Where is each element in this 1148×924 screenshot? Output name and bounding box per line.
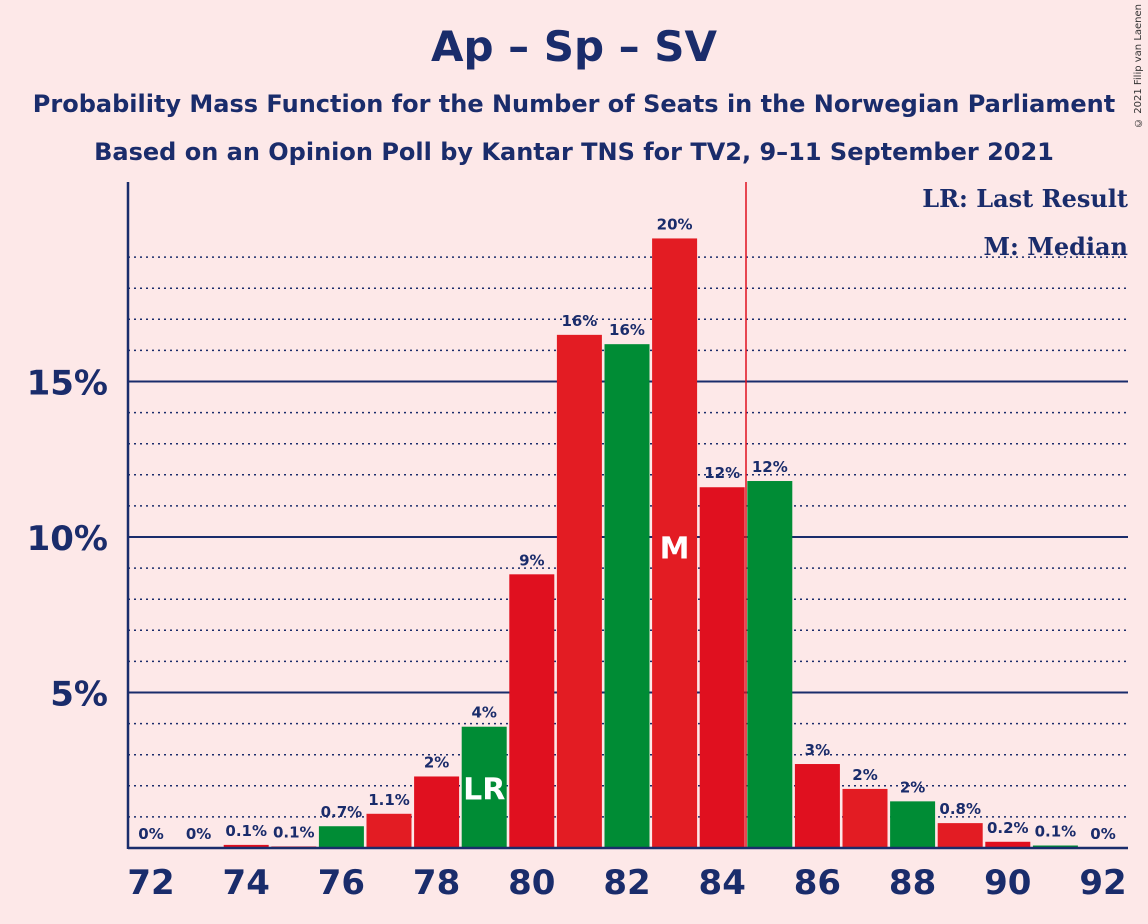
y-tick-label: 15%	[27, 364, 108, 404]
x-tick-label: 88	[889, 863, 936, 903]
legend-last-result: LR: Last Result	[922, 184, 1128, 213]
bar-seat-84	[699, 487, 745, 848]
x-tick-label: 86	[794, 863, 841, 903]
bar-label-seat-90: 0.2%	[987, 819, 1029, 837]
bar-seat-78	[414, 776, 460, 848]
bar-label-seat-82: 16%	[609, 321, 645, 339]
bar-seat-89	[937, 823, 983, 848]
bar-label-seat-79: 4%	[471, 704, 496, 722]
x-tick-label: 76	[318, 863, 365, 903]
bar-label-seat-84: 12%	[704, 464, 740, 482]
bar-seat-79	[461, 726, 507, 848]
x-tick-label: 78	[413, 863, 460, 903]
bar-seat-90	[985, 841, 1031, 848]
bar-label-seat-92: 0%	[1090, 825, 1115, 843]
y-tick-label: 10%	[27, 519, 108, 559]
bar-label-seat-81: 16%	[561, 312, 597, 330]
bar-label-seat-88: 2%	[900, 778, 925, 796]
bar-seat-77	[366, 813, 412, 848]
bar-seat-76	[318, 826, 364, 848]
bar-label-seat-80: 9%	[519, 551, 544, 569]
last-result-marker: LR	[463, 772, 505, 807]
bar-seat-88	[890, 801, 936, 848]
bar-seat-86	[794, 764, 840, 848]
bar-label-seat-75: 0.1%	[273, 823, 315, 841]
x-tick-label: 72	[127, 863, 174, 903]
bar-seat-82	[604, 344, 650, 848]
chart-subtitle-poll: Based on an Opinion Poll by Kantar TNS f…	[94, 138, 1054, 166]
legend-median: M: Median	[983, 232, 1128, 261]
x-tick-label: 92	[1079, 863, 1126, 903]
bar-label-seat-91: 0.1%	[1035, 823, 1077, 841]
bar-label-seat-87: 2%	[852, 766, 877, 784]
x-tick-label: 74	[223, 863, 270, 903]
bar-seat-80	[509, 574, 555, 848]
bar-label-seat-74: 0.1%	[225, 822, 267, 840]
bar-label-seat-76: 0.7%	[321, 803, 363, 821]
x-tick-label: 84	[699, 863, 746, 903]
chart-subtitle: Probability Mass Function for the Number…	[32, 90, 1116, 118]
bar-label-seat-89: 0.8%	[939, 800, 981, 818]
bar-seat-83	[652, 238, 698, 848]
bar-seat-74	[223, 844, 269, 848]
chart-title: Ap – Sp – SV	[430, 22, 718, 71]
bar-seat-85	[747, 481, 793, 848]
bar-label-seat-85: 12%	[752, 458, 788, 476]
x-tick-label: 82	[603, 863, 650, 903]
x-tick-label: 90	[984, 863, 1031, 903]
bar-seat-81	[556, 334, 602, 849]
bar-label-seat-86: 3%	[805, 741, 830, 759]
bar-label-seat-72: 0%	[138, 825, 163, 843]
bar-seat-87	[842, 788, 888, 848]
bar-label-seat-78: 2%	[424, 753, 449, 771]
x-tick-label: 80	[508, 863, 555, 903]
y-tick-label: 5%	[50, 675, 108, 715]
bar-label-seat-73: 0%	[186, 825, 211, 843]
median-marker: M	[660, 531, 690, 566]
bar-label-seat-77: 1.1%	[368, 791, 410, 809]
bar-label-seat-83: 20%	[657, 215, 693, 233]
